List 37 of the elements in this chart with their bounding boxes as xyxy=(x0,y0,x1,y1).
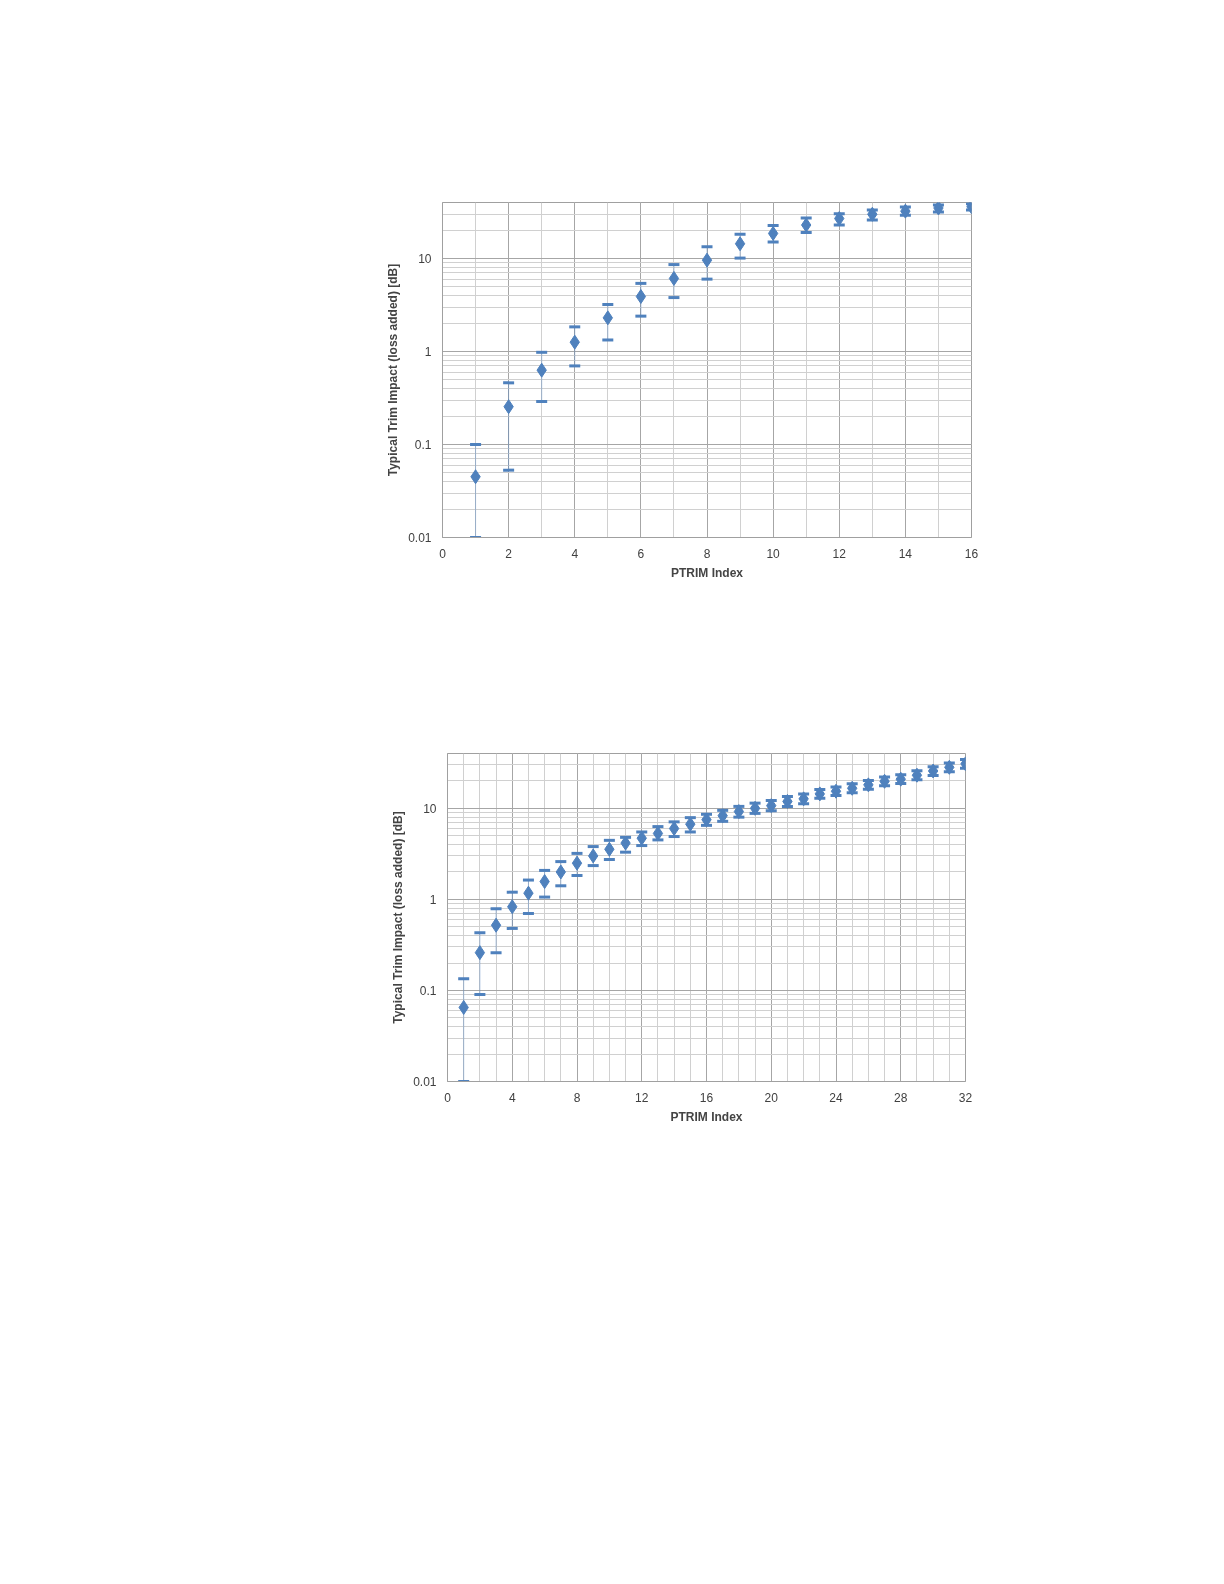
point xyxy=(734,236,746,252)
x-tick-label: 16 xyxy=(699,1090,714,1105)
x-tick-label: 2 xyxy=(505,546,513,561)
x-tick-label: 8 xyxy=(573,1090,581,1105)
y-tick-label: 1 xyxy=(424,345,432,359)
y-axis-title: Typical Trim Impact (loss added) [dB] xyxy=(386,263,401,477)
x-tick-label: 4 xyxy=(508,1090,516,1105)
y-tick-label: 10 xyxy=(423,801,437,816)
x-tick-label: 14 xyxy=(898,546,913,561)
point xyxy=(668,270,680,286)
y-tick-label: 0.1 xyxy=(419,983,437,998)
y-tick-label: 0.01 xyxy=(408,531,432,545)
x-tick-label: 8 xyxy=(703,546,711,561)
point xyxy=(490,917,502,933)
x-tick-label: 24 xyxy=(829,1090,843,1105)
x-tick-label: 12 xyxy=(635,1090,649,1105)
point xyxy=(474,945,486,961)
x-tick-label: 0 xyxy=(444,1090,452,1105)
x-tick-label: 6 xyxy=(637,546,645,561)
x-tick-label: 4 xyxy=(571,546,579,561)
x-axis-title: PTRIM Index xyxy=(671,565,744,580)
x-tick-label: 32 xyxy=(958,1090,973,1105)
x-tick-label: 12 xyxy=(832,546,847,561)
y-tick-label: 0.01 xyxy=(413,1075,437,1089)
point xyxy=(635,289,647,305)
x-tick-label: 20 xyxy=(764,1090,779,1105)
x-tick-label: 28 xyxy=(894,1090,908,1105)
y-tick-label: 1 xyxy=(429,892,437,907)
y-tick-label: 10 xyxy=(418,251,432,266)
x-axis-title: PTRIM Index xyxy=(670,1109,743,1124)
point xyxy=(571,855,583,871)
x-tick-label: 0 xyxy=(439,546,447,561)
x-tick-label: 16 xyxy=(964,546,979,561)
x-tick-label: 10 xyxy=(766,546,781,561)
point xyxy=(701,252,713,268)
y-axis-title: Typical Trim Impact (loss added) [dB] xyxy=(391,811,406,1024)
y-tick-label: 0.1 xyxy=(414,438,432,452)
